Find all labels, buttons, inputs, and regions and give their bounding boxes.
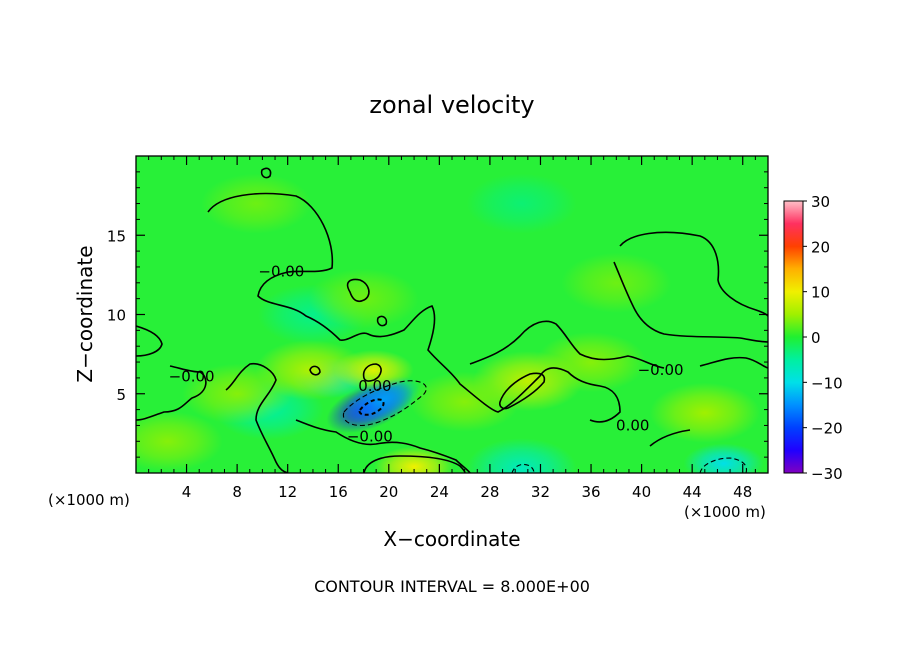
x-tick-label: 48: [733, 483, 752, 501]
zero-contour: [469, 320, 665, 369]
contour-label: −0.00: [347, 428, 393, 446]
y-tick-label: 5: [116, 386, 126, 404]
zero-contour: [136, 365, 207, 421]
colorbar-tick-label: −30: [811, 465, 843, 483]
pos-velocity-region: [649, 382, 760, 443]
zero-contour: [613, 261, 768, 343]
pos-velocity-region: [182, 363, 293, 424]
velocity-field: [136, 173, 764, 473]
colorbar-ticks: 30 20 10 0 −10 −20 −30: [803, 193, 843, 483]
pos-velocity-region: [201, 173, 312, 234]
colorbar: 30 20 10 0 −10 −20 −30: [783, 193, 843, 483]
zero-contour: [362, 363, 382, 382]
x-tick-label: 36: [581, 483, 600, 501]
zero-contour: [136, 325, 163, 357]
y-axis-ticks: 5 10 15: [107, 171, 768, 458]
contour-label: −0.00: [169, 367, 215, 385]
neg-velocity-region: [683, 443, 764, 473]
colorbar-gradient: [783, 200, 804, 474]
zero-contour: [260, 167, 272, 179]
contour-label: −0.00: [638, 361, 684, 379]
colorbar-tick-label: −10: [811, 374, 843, 392]
contour-label: 0.00: [358, 377, 391, 395]
x-tick-label: 24: [430, 483, 449, 501]
x-tick-label: 28: [480, 483, 499, 501]
x-unit-left: (×1000 m): [48, 491, 130, 509]
contour-lines: [136, 167, 768, 473]
chart-title: zonal velocity: [369, 91, 534, 119]
x-tick-label: 44: [683, 483, 702, 501]
negative-contour: [342, 380, 427, 427]
colorbar-tick-label: −20: [811, 420, 843, 438]
zero-contour: [499, 372, 546, 410]
zero-contour: [649, 429, 691, 447]
y-tick-label: 15: [107, 227, 126, 245]
zero-contour: [619, 231, 768, 317]
y-axis-label: Z−coordinate: [73, 245, 97, 382]
contour-label: −0.00: [258, 263, 304, 281]
zero-contour: [207, 192, 621, 423]
plot-area: −0.00−0.000.00−0.00−0.000.00 4 8 12 16 20 24 2…: [107, 155, 769, 501]
colorbar-tick-label: 30: [811, 193, 830, 211]
negative-contour: [358, 398, 385, 416]
contour-label: 0.00: [616, 416, 649, 434]
y-tick-label: 10: [107, 307, 126, 325]
x-tick-label: 12: [278, 483, 297, 501]
zero-contour: [376, 315, 388, 327]
x-tick-label: 32: [531, 483, 550, 501]
x-tick-label: 16: [329, 483, 348, 501]
zero-contour: [699, 356, 768, 369]
x-tick-label: 8: [232, 483, 242, 501]
negative-contour: [699, 457, 748, 473]
neg-velocity-region: [466, 438, 577, 473]
colorbar-tick-label: 20: [811, 238, 830, 256]
x-axis-ticks: 4 8 12 16 20 24 28 32 36 40 44 48: [148, 156, 756, 501]
x-tick-label: 20: [379, 483, 398, 501]
x-tick-label: 4: [182, 483, 192, 501]
max-velocity-region: [374, 446, 455, 473]
zero-contour: [295, 419, 471, 473]
x-tick-label: 40: [632, 483, 651, 501]
neg-velocity-region: [466, 173, 577, 234]
pos-velocity-region: [536, 332, 647, 393]
x-axis-label: X−coordinate: [383, 527, 520, 551]
colorbar-tick-label: 10: [811, 284, 830, 302]
pos-velocity-region: [561, 252, 672, 313]
negative-contour: [511, 463, 535, 473]
zero-contour: [363, 455, 466, 473]
zero-contour: [346, 278, 370, 303]
contour-interval-note: CONTOUR INTERVAL = 8.000E+00: [314, 577, 590, 596]
contour-labels: −0.00 −0.00 0.00 −0.00 −0.00 0.00: [169, 263, 684, 446]
pos-velocity-region: [136, 411, 223, 472]
pos-velocity-region: [308, 268, 419, 329]
colorbar-tick-label: 0: [811, 329, 821, 347]
zero-contour: [309, 365, 321, 376]
zero-contour: [225, 362, 289, 473]
pos-velocity-region: [409, 371, 520, 432]
x-unit-right: (×1000 m): [684, 503, 766, 521]
